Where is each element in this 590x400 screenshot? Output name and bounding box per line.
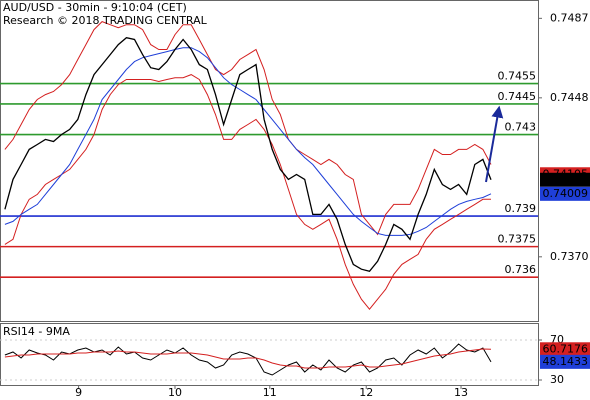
y-tick-label: 0.7487 [550, 11, 589, 24]
series-line [4, 36, 492, 273]
level-label: 0.7375 [498, 233, 537, 246]
price-tag-label: 0.74078 [543, 173, 589, 186]
y-tick-label: 30 [550, 373, 564, 386]
level-label: 0.743 [505, 121, 537, 134]
x-tick-label: 10 [168, 386, 182, 399]
series-line [4, 74, 491, 310]
chart-subtitle: Research © 2018 TRADING CENTRAL [3, 14, 208, 27]
price-tag-label: 0.74009 [543, 187, 589, 200]
price-tag [540, 342, 590, 357]
level-label: 0.739 [505, 202, 537, 215]
series-line [4, 343, 492, 376]
forecast-arrow [485, 105, 504, 183]
plot-layer: 0.7487 0.7448 0.7370 0.7455 0.7445 0.743 0.739… [0, 11, 590, 399]
series-line [4, 348, 492, 369]
price-tag-label: 60.7176 [543, 342, 589, 355]
x-tick-label: 9 [75, 386, 82, 399]
series-line [4, 21, 492, 236]
price-tag [540, 186, 590, 201]
x-tick-label: 11 [263, 386, 277, 399]
rsi-title: RSI14 - 9MA [3, 325, 70, 338]
series-line [4, 47, 492, 236]
chart-title: AUD/USD - 30min - 9:10:04 (CET) [3, 1, 187, 14]
level-label: 0.7455 [498, 70, 537, 83]
y-tick-label: 0.7448 [550, 91, 589, 104]
y-tick-label: 0.7370 [550, 250, 589, 263]
price-tag [540, 354, 590, 369]
price-panel-frame [0, 0, 539, 322]
x-tick-label: 12 [359, 386, 373, 399]
level-label: 0.736 [505, 263, 537, 276]
x-tick-label: 13 [454, 386, 468, 399]
rsi-panel-frame [0, 323, 539, 386]
price-tag [540, 172, 590, 187]
price-tag-label: 48.1433 [543, 355, 589, 368]
level-label: 0.7445 [498, 90, 537, 103]
